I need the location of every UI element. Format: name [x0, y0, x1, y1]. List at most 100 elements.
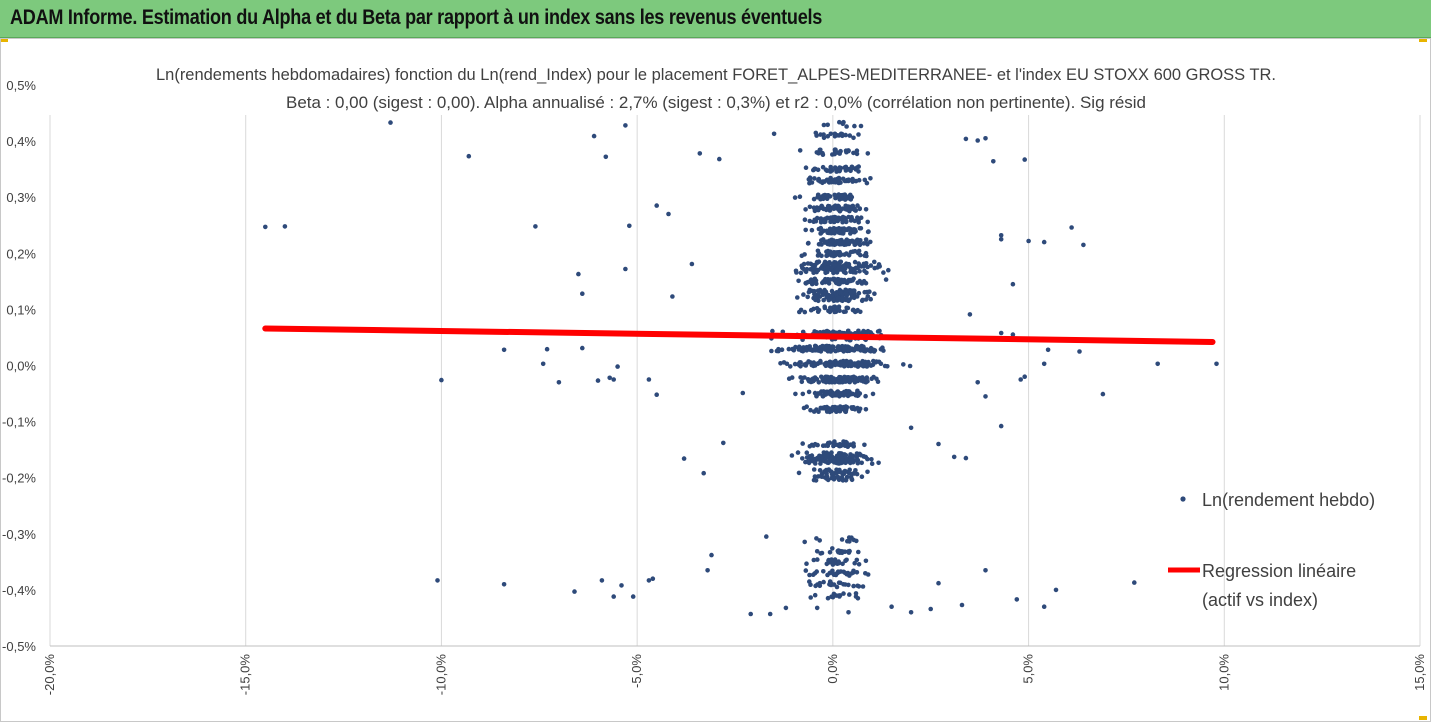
data-point — [828, 219, 833, 225]
data-point — [837, 347, 842, 353]
data-point — [865, 151, 871, 156]
data-point — [798, 307, 804, 313]
data-point — [846, 359, 852, 365]
data-point — [788, 364, 793, 369]
data-point — [1018, 377, 1023, 382]
data-point — [1014, 597, 1020, 602]
data-point — [786, 346, 792, 352]
data-point — [842, 195, 848, 201]
data-point — [865, 229, 871, 235]
data-point — [717, 156, 722, 162]
data-point — [829, 557, 834, 562]
data-point — [835, 392, 840, 397]
data-point — [855, 596, 861, 601]
data-point — [1010, 281, 1016, 287]
data-point — [865, 456, 870, 462]
report-title: ADAM Informe. Estimation du Alpha et du … — [10, 6, 823, 29]
data-point — [854, 471, 860, 477]
data-point — [812, 571, 818, 576]
data-point — [827, 296, 833, 302]
data-point — [800, 441, 805, 446]
data-point — [862, 442, 867, 448]
data-point — [808, 347, 813, 353]
data-point — [874, 359, 879, 364]
data-point — [847, 133, 853, 138]
data-point — [855, 265, 861, 271]
data-point — [829, 344, 834, 350]
data-point — [544, 346, 550, 352]
data-point — [770, 328, 775, 334]
data-point — [839, 131, 845, 137]
data-point — [818, 461, 823, 466]
data-point — [827, 169, 833, 174]
data-point — [814, 215, 820, 221]
data-point — [796, 278, 801, 284]
data-point — [839, 195, 844, 200]
data-point — [881, 270, 886, 275]
data-point — [870, 391, 876, 397]
data-point — [806, 289, 812, 295]
data-point — [799, 375, 805, 381]
data-point — [835, 379, 841, 385]
data-point — [852, 259, 858, 265]
data-point — [807, 444, 813, 449]
data-point — [818, 216, 824, 221]
data-point — [908, 425, 914, 431]
data-point — [802, 362, 807, 367]
data-point — [824, 193, 829, 198]
y-tick-label: 0,2% — [6, 246, 36, 261]
data-point — [1081, 242, 1086, 248]
data-point — [1026, 238, 1031, 244]
data-point — [827, 242, 833, 247]
data-point — [803, 165, 809, 170]
data-point — [828, 305, 833, 311]
data-point — [846, 177, 851, 182]
data-point — [824, 228, 830, 234]
data-point — [855, 583, 860, 589]
legend-label-points: Ln(rendement hebdo) — [1202, 490, 1375, 510]
data-point — [591, 133, 597, 139]
data-point — [813, 278, 819, 283]
data-point — [850, 179, 855, 184]
data-point — [831, 582, 837, 587]
y-tick-label: -0,1% — [2, 415, 36, 430]
data-point — [845, 262, 851, 268]
data-point — [836, 569, 842, 575]
data-point — [843, 132, 848, 138]
data-point — [599, 578, 605, 583]
data-point — [805, 279, 810, 285]
data-point — [837, 408, 843, 414]
data-point — [834, 405, 840, 411]
data-point — [808, 595, 813, 600]
data-point — [797, 344, 802, 350]
data-point — [810, 266, 815, 272]
legend-marker-points — [1180, 496, 1186, 502]
data-point — [781, 360, 787, 365]
x-tick-label: 0,0% — [825, 654, 840, 684]
x-tick-label: -15,0% — [238, 654, 253, 696]
data-point — [795, 362, 801, 367]
data-point — [856, 360, 861, 365]
data-point — [821, 122, 827, 128]
data-point — [983, 568, 988, 573]
data-point — [786, 376, 792, 382]
data-point — [827, 359, 833, 365]
data-point — [804, 450, 810, 456]
data-point — [975, 138, 980, 143]
data-point — [832, 134, 838, 139]
data-point — [858, 452, 864, 458]
data-point — [831, 298, 837, 304]
data-point — [855, 280, 860, 286]
data-point — [815, 557, 820, 562]
data-point — [689, 261, 695, 267]
data-point — [837, 374, 842, 380]
data-point — [646, 377, 652, 382]
data-point — [845, 204, 851, 209]
x-tick-label: 10,0% — [1216, 654, 1231, 691]
data-point — [862, 289, 867, 295]
data-point — [843, 459, 848, 465]
data-point — [836, 560, 841, 566]
data-point — [908, 610, 914, 615]
data-point — [815, 195, 820, 200]
data-point — [800, 265, 805, 271]
